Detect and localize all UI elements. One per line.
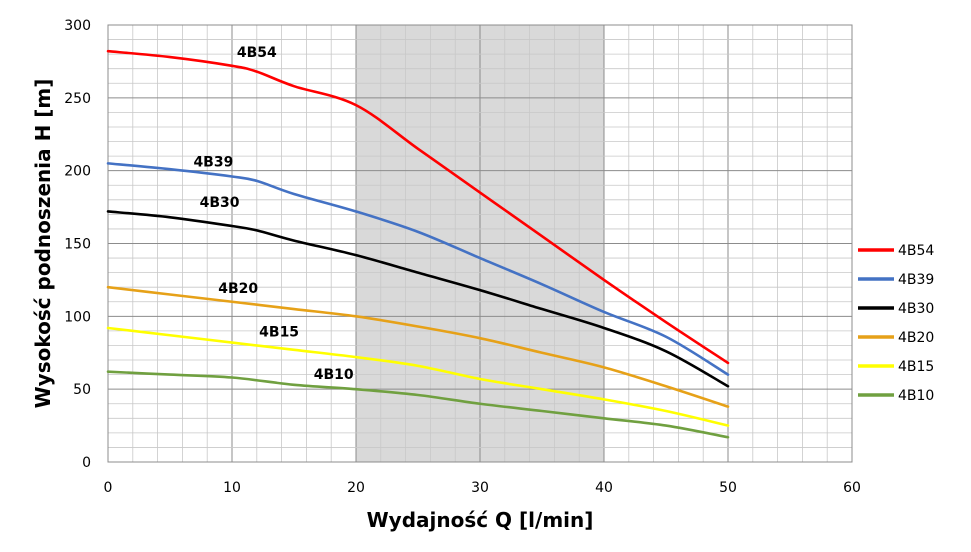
curve-label-4b54: 4B54 [237, 45, 277, 61]
legend: 4B54 4B39 4B30 4B20 4B15 4B10 [858, 243, 934, 404]
x-tick-label: 20 [347, 480, 365, 496]
gridlines [107, 24, 853, 463]
curve-labels: 4B54 4B39 4B30 4B20 4B15 4B10 [193, 45, 353, 383]
x-tick-label: 10 [223, 480, 241, 496]
y-tick-label: 150 [64, 237, 91, 253]
series-line-4b10 [106, 370, 730, 439]
y-tick-label: 200 [64, 164, 91, 180]
y-tick-label: 50 [73, 382, 91, 398]
x-tick-label: 0 [104, 480, 113, 496]
legend-label-4b15: 4B15 [898, 359, 934, 375]
curve-label-4b39: 4B39 [193, 154, 233, 170]
y-tick-label: 250 [64, 91, 91, 107]
series-line-4b15 [106, 326, 730, 427]
y-tick-label: 100 [64, 309, 91, 325]
legend-label-4b20: 4B20 [898, 330, 934, 346]
curve-label-4b30: 4B30 [200, 195, 240, 211]
tick-labels: 0 10 20 30 40 50 60 0 50 100 150 200 250 300 [64, 18, 861, 496]
curve-label-4b15: 4B15 [259, 325, 299, 341]
series-line-4b30 [106, 210, 730, 388]
curve-label-4b10: 4B10 [314, 367, 354, 383]
legend-label-4b30: 4B30 [898, 301, 934, 317]
series-line-4b54 [106, 49, 730, 365]
legend-label-4b54: 4B54 [898, 243, 934, 259]
x-tick-label: 50 [719, 480, 737, 496]
y-tick-label: 300 [64, 18, 91, 34]
legend-label-4b10: 4B10 [898, 388, 934, 404]
series-lines [106, 49, 730, 439]
legend-label-4b39: 4B39 [898, 272, 934, 288]
x-axis-label: Wydajność Q [l/min] [367, 508, 594, 532]
series-line-4b39 [106, 162, 730, 376]
curve-label-4b20: 4B20 [218, 281, 258, 297]
x-tick-label: 30 [471, 480, 489, 496]
y-axis-label: Wysokość podnoszenia H [m] [31, 79, 55, 409]
x-tick-label: 60 [843, 480, 861, 496]
series-line-4b20 [106, 285, 730, 408]
x-tick-label: 40 [595, 480, 613, 496]
plot-border [107, 24, 853, 463]
y-tick-label: 0 [82, 455, 91, 471]
